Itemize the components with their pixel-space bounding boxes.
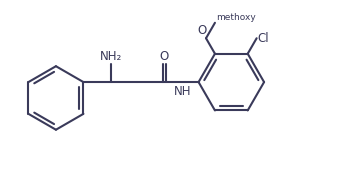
Text: Cl: Cl — [258, 32, 269, 45]
Text: NH₂: NH₂ — [100, 50, 122, 63]
Text: O: O — [159, 50, 169, 63]
Text: NH: NH — [174, 85, 192, 98]
Text: O: O — [198, 24, 207, 37]
Text: methoxy: methoxy — [216, 13, 256, 22]
